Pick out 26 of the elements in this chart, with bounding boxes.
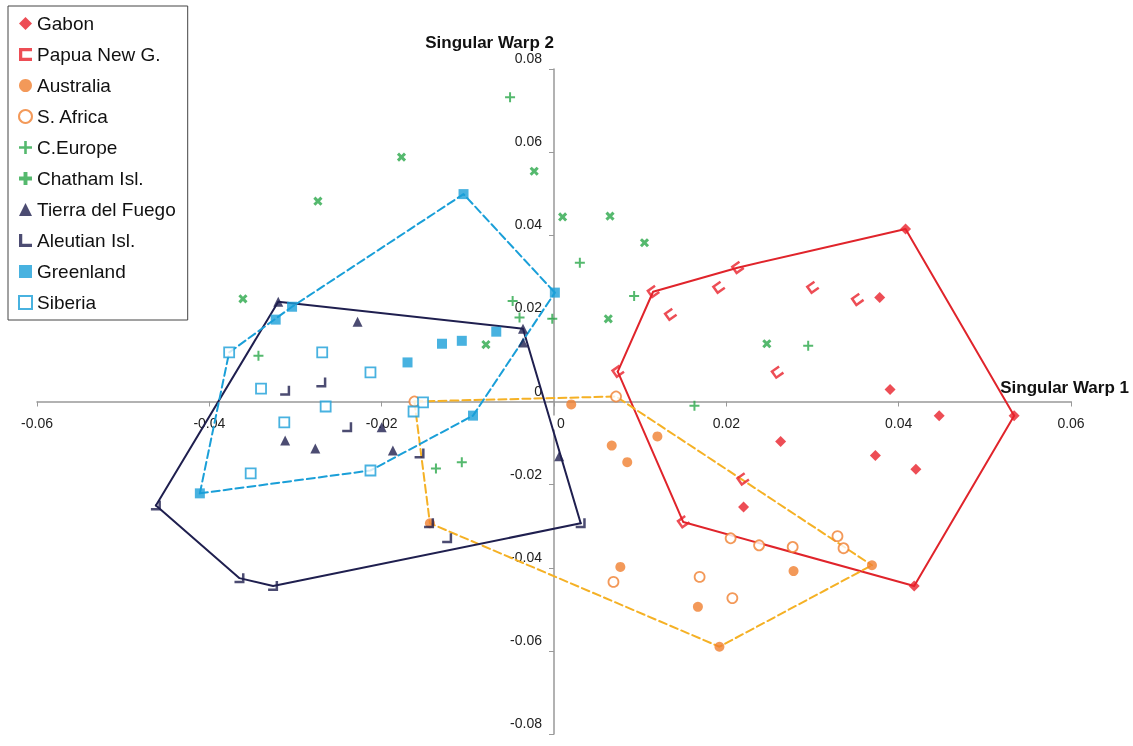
legend-label: C.Europe	[37, 137, 118, 158]
legend-label: Siberia	[37, 292, 97, 313]
x-tick-label: -0.02	[365, 414, 398, 431]
legend-label: S. Africa	[37, 106, 109, 127]
y-tick-label: -0.08	[510, 715, 543, 731]
legend-label: Tierra del Fuego	[37, 199, 176, 220]
legend-label: Greenland	[37, 261, 126, 282]
y-tick-label: -0.04	[510, 548, 543, 565]
legend-label: Australia	[37, 75, 112, 96]
legend-label: Chatham Isl.	[37, 168, 144, 189]
y-tick-label: -0.06	[510, 631, 543, 648]
x-tick-label: 0.06	[1057, 414, 1085, 431]
y-axis-title: Singular Warp 2	[425, 33, 554, 52]
legend-label: Gabon	[37, 13, 95, 34]
y-tick-label: 0.08	[514, 50, 543, 66]
legend-label: Aleutian Isl.	[37, 230, 136, 251]
y-tick-label: 0.06	[514, 133, 543, 150]
y-tick-label: 0.02	[514, 299, 543, 316]
x-tick-label: -0.06	[21, 414, 54, 431]
legend-label: Papua New G.	[37, 44, 161, 65]
x-tick-label: 0.02	[712, 414, 741, 431]
x-tick-label: 0.04	[885, 414, 913, 431]
y-tick-label: -0.02	[510, 465, 543, 482]
y-tick-label: 0.04	[514, 216, 543, 233]
x-axis-title: Singular Warp 1	[1000, 377, 1129, 397]
x-tick-label: 0	[557, 414, 566, 431]
